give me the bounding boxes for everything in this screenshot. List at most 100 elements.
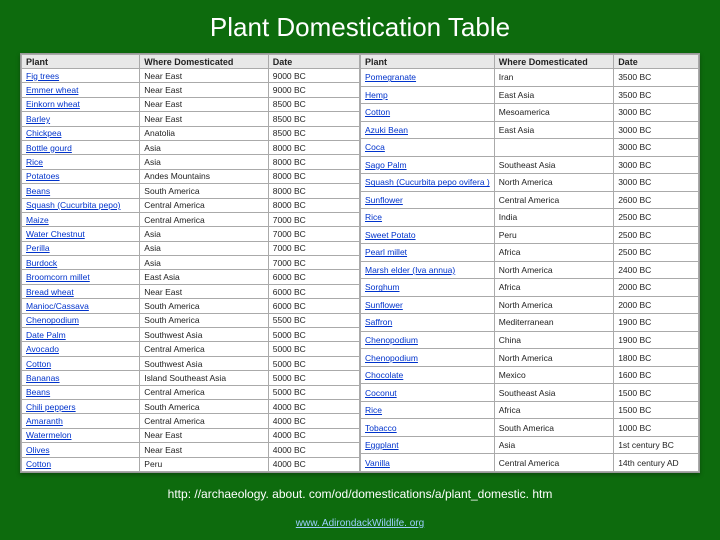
plant-cell[interactable]: Pearl millet bbox=[361, 244, 495, 262]
plant-cell[interactable]: Sorghum bbox=[361, 279, 495, 297]
plant-cell[interactable]: Chocolate bbox=[361, 366, 495, 384]
date-cell: 8000 BC bbox=[268, 198, 359, 212]
origin-cell bbox=[494, 139, 613, 157]
plant-cell[interactable]: Eggplant bbox=[361, 436, 495, 454]
origin-cell: China bbox=[494, 331, 613, 349]
plant-cell[interactable]: Saffron bbox=[361, 314, 495, 332]
plant-cell[interactable]: Chenopodium bbox=[361, 331, 495, 349]
origin-cell: Central America bbox=[140, 212, 268, 226]
date-cell: 14th century AD bbox=[614, 454, 699, 472]
plant-cell[interactable]: Watermelon bbox=[22, 428, 140, 442]
table-row: Manioc/CassavaSouth America6000 BC bbox=[22, 299, 360, 313]
origin-cell: Central America bbox=[140, 342, 268, 356]
date-cell: 1900 BC bbox=[614, 314, 699, 332]
table-row: ChenopodiumChina1900 BC bbox=[361, 331, 699, 349]
date-cell: 5000 BC bbox=[268, 328, 359, 342]
table-row: SaffronMediterranean1900 BC bbox=[361, 314, 699, 332]
date-cell: 8000 BC bbox=[268, 155, 359, 169]
plant-cell[interactable]: Cotton bbox=[22, 457, 140, 471]
origin-cell: Iran bbox=[494, 69, 613, 87]
plant-cell[interactable]: Sunflower bbox=[361, 296, 495, 314]
plant-cell[interactable]: Rice bbox=[22, 155, 140, 169]
origin-cell: Southwest Asia bbox=[140, 356, 268, 370]
plant-cell[interactable]: Water Chestnut bbox=[22, 227, 140, 241]
plant-cell[interactable]: Cotton bbox=[361, 104, 495, 122]
plant-cell[interactable]: Sweet Potato bbox=[361, 226, 495, 244]
date-cell: 8000 BC bbox=[268, 140, 359, 154]
plant-cell[interactable]: Fig trees bbox=[22, 69, 140, 83]
column-header: Date bbox=[268, 55, 359, 69]
plant-cell[interactable]: Rice bbox=[361, 209, 495, 227]
plant-cell[interactable]: Manioc/Cassava bbox=[22, 299, 140, 313]
table-row: ChocolateMexico1600 BC bbox=[361, 366, 699, 384]
date-cell: 8000 BC bbox=[268, 184, 359, 198]
plant-cell[interactable]: Coconut bbox=[361, 384, 495, 402]
date-cell: 2500 BC bbox=[614, 244, 699, 262]
plant-cell[interactable]: Bananas bbox=[22, 371, 140, 385]
date-cell: 8500 BC bbox=[268, 126, 359, 140]
plant-cell[interactable]: Azuki Bean bbox=[361, 121, 495, 139]
origin-cell: North America bbox=[494, 174, 613, 192]
source-url: http: //archaeology. about. com/od/domes… bbox=[20, 487, 700, 501]
plant-cell[interactable]: Burdock bbox=[22, 256, 140, 270]
date-cell: 1st century BC bbox=[614, 436, 699, 454]
plant-cell[interactable]: Chili peppers bbox=[22, 399, 140, 413]
origin-cell: Andes Mountains bbox=[140, 169, 268, 183]
origin-cell: Near East bbox=[140, 428, 268, 442]
plant-cell[interactable]: Chenopodium bbox=[361, 349, 495, 367]
table-row: BeansCentral America5000 BC bbox=[22, 385, 360, 399]
plant-cell[interactable]: Amaranth bbox=[22, 414, 140, 428]
table-row: Coca3000 BC bbox=[361, 139, 699, 157]
table-row: SunflowerCentral America2600 BC bbox=[361, 191, 699, 209]
table-row: EggplantAsia1st century BC bbox=[361, 436, 699, 454]
plant-cell[interactable]: Pomegranate bbox=[361, 69, 495, 87]
plant-cell[interactable]: Cotton bbox=[22, 356, 140, 370]
date-cell: 9000 BC bbox=[268, 83, 359, 97]
plant-cell[interactable]: Chickpea bbox=[22, 126, 140, 140]
origin-cell: Anatolia bbox=[140, 126, 268, 140]
date-cell: 6000 BC bbox=[268, 270, 359, 284]
table-row: HempEast Asia3500 BC bbox=[361, 86, 699, 104]
date-cell: 7000 BC bbox=[268, 227, 359, 241]
plant-cell[interactable]: Beans bbox=[22, 385, 140, 399]
plant-cell[interactable]: Squash (Cucurbita pepo) bbox=[22, 198, 140, 212]
plant-cell[interactable]: Avocado bbox=[22, 342, 140, 356]
table-row: CottonSouthwest Asia5000 BC bbox=[22, 356, 360, 370]
plant-cell[interactable]: Coca bbox=[361, 139, 495, 157]
plant-cell[interactable]: Date Palm bbox=[22, 328, 140, 342]
plant-cell[interactable]: Maize bbox=[22, 212, 140, 226]
plant-cell[interactable]: Sunflower bbox=[361, 191, 495, 209]
table-row: Azuki BeanEast Asia3000 BC bbox=[361, 121, 699, 139]
table-row: RiceAfrica1500 BC bbox=[361, 401, 699, 419]
origin-cell: Near East bbox=[140, 83, 268, 97]
plant-cell[interactable]: Barley bbox=[22, 112, 140, 126]
plant-cell[interactable]: Bottle gourd bbox=[22, 140, 140, 154]
origin-cell: North America bbox=[494, 296, 613, 314]
table-row: Sweet PotatoPeru2500 BC bbox=[361, 226, 699, 244]
plant-cell[interactable]: Perilla bbox=[22, 241, 140, 255]
table-row: AvocadoCentral America5000 BC bbox=[22, 342, 360, 356]
plant-cell[interactable]: Tobacco bbox=[361, 419, 495, 437]
plant-cell[interactable]: Olives bbox=[22, 443, 140, 457]
plant-cell[interactable]: Potatoes bbox=[22, 169, 140, 183]
plant-cell[interactable]: Marsh elder (Iva annua) bbox=[361, 261, 495, 279]
plant-cell[interactable]: Beans bbox=[22, 184, 140, 198]
plant-cell[interactable]: Sago Palm bbox=[361, 156, 495, 174]
table-row: CottonMesoamerica3000 BC bbox=[361, 104, 699, 122]
plant-cell[interactable]: Einkorn wheat bbox=[22, 97, 140, 111]
plant-cell[interactable]: Broomcorn millet bbox=[22, 270, 140, 284]
plant-cell[interactable]: Squash (Cucurbita pepo ovifera ) bbox=[361, 174, 495, 192]
origin-cell: East Asia bbox=[494, 86, 613, 104]
plant-cell[interactable]: Chenopodium bbox=[22, 313, 140, 327]
column-header: Where Domesticated bbox=[140, 55, 268, 69]
plant-cell[interactable]: Rice bbox=[361, 401, 495, 419]
plant-cell[interactable]: Emmer wheat bbox=[22, 83, 140, 97]
plant-cell[interactable]: Bread wheat bbox=[22, 284, 140, 298]
table-row: PerillaAsia7000 BC bbox=[22, 241, 360, 255]
table-row: Emmer wheatNear East9000 BC bbox=[22, 83, 360, 97]
plant-cell[interactable]: Hemp bbox=[361, 86, 495, 104]
origin-cell: Near East bbox=[140, 112, 268, 126]
footer-link[interactable]: www. AdirondackWildlife. org bbox=[296, 518, 424, 529]
date-cell: 1500 BC bbox=[614, 384, 699, 402]
plant-cell[interactable]: Vanilla bbox=[361, 454, 495, 472]
